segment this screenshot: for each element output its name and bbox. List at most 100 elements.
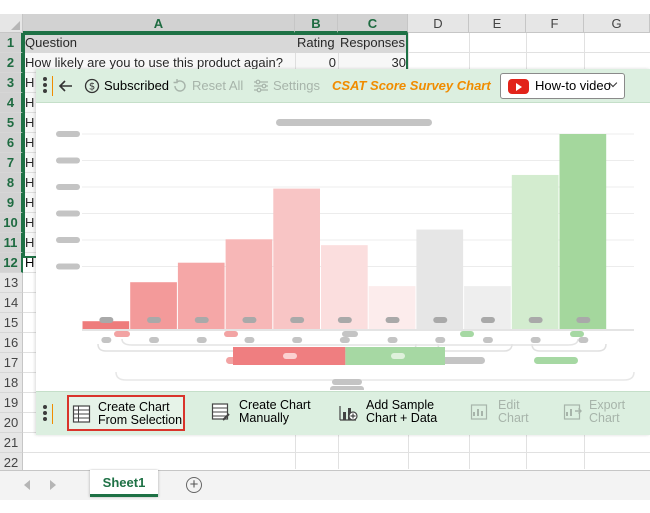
bar-value-label-placeholder xyxy=(480,317,495,323)
row-header-1[interactable]: 1 xyxy=(0,33,23,53)
x-tick-label-placeholder xyxy=(149,337,160,343)
row-header-21[interactable]: 21 xyxy=(0,433,23,453)
column-header-d[interactable]: D xyxy=(408,14,469,33)
howto-video-button[interactable]: How-to video xyxy=(500,73,625,99)
column-header-a[interactable]: A xyxy=(23,14,295,33)
addin-toolbar: $ Subscribed Reset All Settings CSAT Sco… xyxy=(36,69,650,103)
x-tick-label-placeholder xyxy=(578,337,589,343)
drag-handle-icon[interactable] xyxy=(43,405,47,423)
promoter-label-placeholder xyxy=(534,357,578,364)
add-sample-chart-button[interactable]: Add Sample Chart + Data xyxy=(335,395,445,431)
split-left-label-placeholder xyxy=(283,353,297,359)
cell-a8[interactable]: H xyxy=(25,175,35,190)
row-header-2[interactable]: 2 xyxy=(0,53,23,73)
bar-value-label-placeholder xyxy=(194,317,209,323)
table-select-icon xyxy=(72,405,91,423)
cell-a3[interactable]: H xyxy=(25,75,35,90)
toolbar-separator xyxy=(52,76,53,96)
add-sheet-icon[interactable]: + xyxy=(186,477,202,493)
row-header-17[interactable]: 17 xyxy=(0,353,23,373)
row-header-4[interactable]: 4 xyxy=(0,93,23,113)
cell-a5[interactable]: H xyxy=(25,115,35,130)
status-strip xyxy=(0,500,650,513)
gridline-horizontal xyxy=(23,452,650,453)
cell-b2[interactable]: 0 xyxy=(328,55,336,70)
x-tick-label-placeholder xyxy=(435,337,446,343)
row-header-9[interactable]: 9 xyxy=(0,193,23,213)
row-header-5[interactable]: 5 xyxy=(0,113,23,133)
row-header-13[interactable]: 13 xyxy=(0,273,23,293)
row-header-18[interactable]: 18 xyxy=(0,373,23,393)
column-header-b[interactable]: B xyxy=(295,14,338,33)
cell-b1[interactable]: Rating xyxy=(295,33,338,53)
row-header-11[interactable]: 11 xyxy=(0,233,23,253)
cell-a12[interactable]: H xyxy=(25,255,35,270)
bar-value-label-placeholder xyxy=(147,317,162,323)
addin-action-bar: Create Chart From Selection Create Chart… xyxy=(36,391,650,435)
row-header-6[interactable]: 6 xyxy=(0,133,23,153)
cell-a10[interactable]: H xyxy=(25,215,35,230)
chart-title-placeholder xyxy=(276,119,432,126)
x-tick-label-placeholder xyxy=(339,337,350,343)
scroll-tabs-left-icon[interactable] xyxy=(24,480,30,490)
edit-chart-icon xyxy=(470,404,488,420)
scroll-tabs-right-icon[interactable] xyxy=(50,480,56,490)
row-header-8[interactable]: 8 xyxy=(0,173,23,193)
row-header-7[interactable]: 7 xyxy=(0,153,23,173)
chart-bar xyxy=(273,188,320,329)
chart-addin-panel: $ Subscribed Reset All Settings CSAT Sco… xyxy=(36,69,650,435)
column-header-f[interactable]: F xyxy=(526,14,584,33)
chart-bar xyxy=(82,321,130,329)
detractor-count-placeholder xyxy=(224,331,238,337)
svg-text:$: $ xyxy=(89,82,95,93)
row-header-12[interactable]: 12 xyxy=(0,253,23,273)
chart-bar xyxy=(321,245,368,329)
row-header-14[interactable]: 14 xyxy=(0,293,23,313)
cell-c1[interactable]: Responses xyxy=(338,33,408,53)
row-header-16[interactable]: 16 xyxy=(0,333,23,353)
settings-sliders-icon xyxy=(254,79,268,93)
column-header-c[interactable]: C xyxy=(338,14,408,33)
x-tick-label-placeholder xyxy=(530,337,541,343)
x-tick-label-placeholder xyxy=(244,337,255,343)
cell-a4[interactable]: H xyxy=(25,95,35,110)
row-header-19[interactable]: 19 xyxy=(0,393,23,413)
back-arrow-icon[interactable] xyxy=(58,78,74,94)
reset-all-button[interactable]: Reset All xyxy=(192,78,244,93)
create-chart-from-selection-button[interactable]: Create Chart From Selection xyxy=(67,395,185,431)
cell-a1[interactable]: Question xyxy=(23,33,295,53)
chart-bar xyxy=(225,239,273,329)
settings-button[interactable]: Settings xyxy=(273,78,320,93)
bar-value-label-placeholder xyxy=(385,317,400,323)
howto-video-label: How-to video xyxy=(535,78,611,93)
x-tick-label-placeholder xyxy=(387,337,398,343)
sheet-tab-sheet1[interactable]: Sheet1 xyxy=(90,470,158,497)
select-all-corner[interactable] xyxy=(0,14,23,33)
edit-chart-button[interactable]: Edit Chart xyxy=(467,395,537,431)
column-header-g[interactable]: G xyxy=(584,14,650,33)
column-header-e[interactable]: E xyxy=(469,14,526,33)
row-header-15[interactable]: 15 xyxy=(0,313,23,333)
drag-handle-icon[interactable] xyxy=(43,77,47,95)
y-tick-label-placeholder xyxy=(56,184,80,190)
cell-c2[interactable]: 30 xyxy=(391,55,406,70)
cell-a6[interactable]: H xyxy=(25,135,35,150)
bar-value-label-placeholder xyxy=(337,317,352,323)
subscribed-label[interactable]: Subscribed xyxy=(104,78,170,93)
add-sample-label: Add Sample Chart + Data xyxy=(366,398,438,425)
row-header-20[interactable]: 20 xyxy=(0,413,23,433)
promoter-count-placeholder xyxy=(460,331,474,337)
cell-a9[interactable]: H xyxy=(25,195,35,210)
chart-add-icon xyxy=(339,406,358,421)
create-chart-manually-button[interactable]: Create Chart Manually xyxy=(208,395,318,431)
cell-a11[interactable]: H xyxy=(25,235,35,250)
x-tick-label-placeholder xyxy=(196,337,207,343)
cell-a7[interactable]: H xyxy=(25,155,35,170)
row-header-10[interactable]: 10 xyxy=(0,213,23,233)
cell-a2[interactable]: How likely are you to use this product a… xyxy=(25,55,283,70)
table-edit-icon xyxy=(211,403,230,421)
row-header-3[interactable]: 3 xyxy=(0,73,23,93)
export-chart-button[interactable]: Export Chart xyxy=(560,395,640,431)
detractor-pct-placeholder xyxy=(114,331,130,337)
chart-bar xyxy=(511,174,559,329)
